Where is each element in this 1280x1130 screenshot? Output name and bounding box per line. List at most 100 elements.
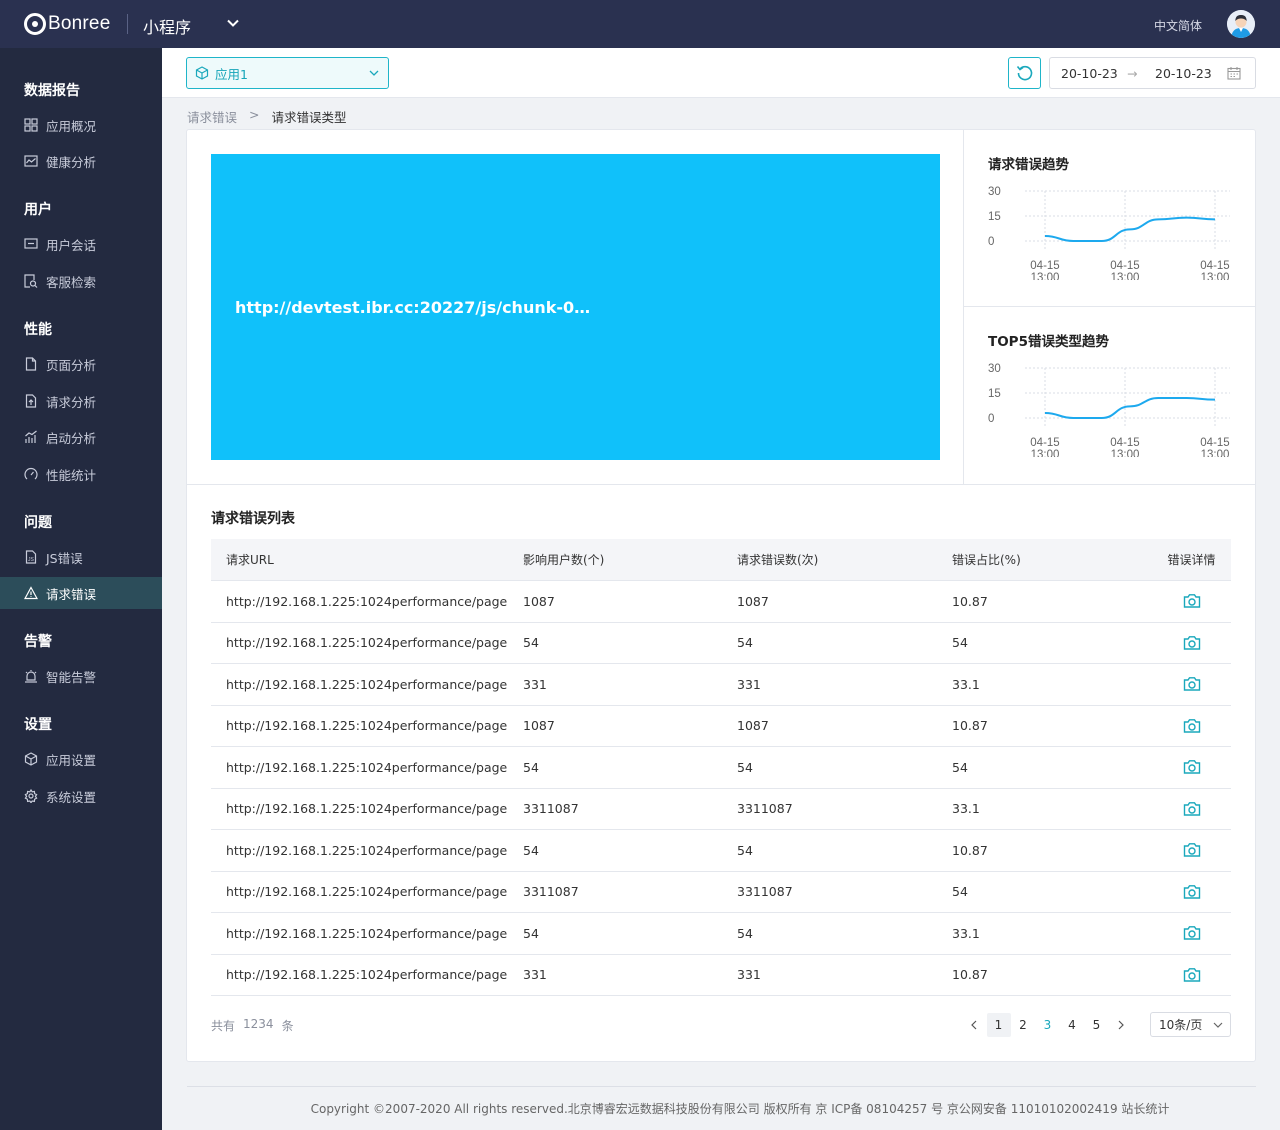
- breadcrumb-parent[interactable]: 请求错误: [187, 110, 238, 125]
- sidebar-item-label: 页面分析: [46, 357, 97, 373]
- date-range-arrow: →: [1127, 66, 1138, 81]
- sidebar-section-title: 数据报告: [24, 83, 80, 99]
- grid-icon: [24, 118, 38, 132]
- sidebar-item-label: 健康分析: [46, 154, 97, 170]
- error-type-treemap[interactable]: http://devtest.ibr.cc:20227/js/chunk-0…: [211, 154, 940, 460]
- sidebar-item-label: 请求分析: [46, 394, 97, 410]
- sidebar-item-user-sessions[interactable]: 用户会话: [0, 228, 162, 260]
- row-error-count: 3311087: [737, 801, 793, 817]
- row-affected-users: 54: [523, 635, 539, 651]
- sidebar-item-support-search[interactable]: 客服检索: [0, 265, 162, 297]
- y-tick-label: 15: [988, 211, 1001, 223]
- sidebar-section-title: 用户: [24, 202, 52, 218]
- alarm-icon: [24, 669, 38, 683]
- page-button-1[interactable]: 1: [986, 1013, 1011, 1037]
- page-button-5[interactable]: 5: [1092, 1018, 1101, 1032]
- gear-icon: [24, 789, 38, 803]
- chat-icon: [24, 237, 38, 251]
- sidebar-item-health-analysis[interactable]: 健康分析: [0, 145, 162, 177]
- error-detail-button[interactable]: [1152, 593, 1231, 609]
- date-range-picker[interactable]: 20-10-23 → 20-10-23: [1049, 57, 1256, 89]
- sidebar-section-title: 问题: [24, 515, 52, 531]
- table-row: http://192.168.1.225:1024performance/pag…: [211, 581, 1231, 623]
- row-error-count: 54: [737, 842, 753, 858]
- column-header-url[interactable]: 请求URL: [226, 553, 274, 567]
- error-detail-button[interactable]: [1152, 842, 1231, 858]
- sidebar-item-request-analysis[interactable]: 请求分析: [0, 385, 162, 417]
- error-detail-button[interactable]: [1152, 884, 1231, 900]
- next-page-button[interactable]: [1109, 1013, 1133, 1037]
- x-tick-time: 13:00: [1201, 272, 1230, 280]
- error-detail-button[interactable]: [1152, 635, 1231, 651]
- series-line: [1044, 397, 1216, 419]
- error-table: 请求URL 影响用户数(个) 请求错误数(次) 错误占比(%) 错误详情 htt…: [211, 539, 1231, 996]
- row-url[interactable]: http://192.168.1.225:1024performance/pag…: [226, 801, 508, 817]
- table-row: http://192.168.1.225:1024performance/pag…: [211, 830, 1231, 872]
- date-start[interactable]: 20-10-23: [1061, 66, 1118, 81]
- row-error-ratio: 10.87: [952, 593, 988, 609]
- app-select[interactable]: 应用1: [186, 57, 389, 89]
- error-detail-button[interactable]: [1152, 676, 1231, 692]
- calendar-icon: [1227, 67, 1241, 80]
- sidebar-item-request-errors[interactable]: 请求错误: [0, 577, 162, 609]
- sidebar-section-title: 设置: [24, 717, 52, 733]
- row-url[interactable]: http://192.168.1.225:1024performance/pag…: [226, 635, 508, 651]
- bonree-logo[interactable]: Bonree: [24, 12, 110, 36]
- date-end[interactable]: 20-10-23: [1155, 66, 1212, 81]
- breadcrumb-current: 请求错误类型: [271, 110, 347, 125]
- x-tick-time: 13:00: [1031, 272, 1060, 280]
- sidebar-item-system-settings[interactable]: 系统设置: [0, 780, 162, 812]
- prev-page-button[interactable]: [962, 1013, 986, 1037]
- sidebar-item-page-analysis[interactable]: 页面分析: [0, 348, 162, 380]
- row-url[interactable]: http://192.168.1.225:1024performance/pag…: [226, 967, 508, 983]
- column-header-error-count[interactable]: 请求错误数(次): [737, 553, 819, 567]
- error-detail-button[interactable]: [1152, 967, 1231, 983]
- sidebar-item-js-errors[interactable]: JS JS错误: [0, 541, 162, 573]
- gauge-icon: [24, 467, 38, 481]
- column-header-error-ratio[interactable]: 错误占比(%): [952, 553, 1021, 567]
- total-count: 共有 1234 条: [211, 1017, 294, 1034]
- bar-trend-icon: [24, 430, 38, 444]
- error-detail-button[interactable]: [1152, 718, 1231, 734]
- row-url[interactable]: http://192.168.1.225:1024performance/pag…: [226, 759, 508, 775]
- treemap-block-label: http://devtest.ibr.cc:20227/js/chunk-0…: [235, 298, 591, 317]
- row-affected-users: 1087: [523, 718, 555, 734]
- sidebar-item-label: 智能告警: [46, 669, 97, 685]
- refresh-button[interactable]: [1008, 57, 1041, 89]
- cube-icon: [24, 752, 38, 766]
- error-detail-button[interactable]: [1152, 759, 1231, 775]
- sidebar-item-label: 客服检索: [46, 274, 97, 290]
- error-detail-button[interactable]: [1152, 801, 1231, 817]
- sidebar-item-performance-stats[interactable]: 性能统计: [0, 458, 162, 490]
- row-url[interactable]: http://192.168.1.225:1024performance/pag…: [226, 676, 508, 692]
- camera-icon: [1183, 635, 1200, 650]
- sidebar-item-smart-alerts[interactable]: 智能告警: [0, 660, 162, 692]
- sidebar-item-launch-analysis[interactable]: 启动分析: [0, 421, 162, 453]
- row-url[interactable]: http://192.168.1.225:1024performance/pag…: [226, 925, 508, 941]
- warning-icon: [24, 586, 38, 600]
- page-button-3[interactable]: 3: [1043, 1018, 1052, 1032]
- sidebar-item-app-settings[interactable]: 应用设置: [0, 743, 162, 775]
- page-button-4[interactable]: 4: [1068, 1018, 1076, 1032]
- panel-divider: [964, 306, 1256, 307]
- table-row: http://192.168.1.225:1024performance/pag…: [211, 872, 1231, 913]
- js-file-icon: JS: [24, 550, 38, 564]
- chevron-down-icon[interactable]: [226, 16, 240, 30]
- page-button-2[interactable]: 2: [1019, 1018, 1027, 1032]
- row-url[interactable]: http://192.168.1.225:1024performance/pag…: [226, 718, 508, 734]
- row-url[interactable]: http://192.168.1.225:1024performance/pag…: [226, 593, 508, 609]
- error-detail-button[interactable]: [1152, 925, 1231, 941]
- column-header-affected-users[interactable]: 影响用户数(个): [523, 553, 605, 567]
- avatar[interactable]: [1227, 10, 1255, 38]
- row-url[interactable]: http://192.168.1.225:1024performance/pag…: [226, 884, 508, 900]
- table-row: http://192.168.1.225:1024performance/pag…: [211, 623, 1231, 664]
- row-error-count: 1087: [737, 593, 769, 609]
- language-switcher[interactable]: 中文简体: [1154, 19, 1203, 33]
- breadcrumb-separator: >: [249, 107, 260, 122]
- sidebar-item-app-overview[interactable]: 应用概况: [0, 109, 162, 141]
- product-switcher[interactable]: 小程序: [143, 18, 192, 37]
- page-size-select[interactable]: 10条/页: [1150, 1012, 1231, 1037]
- row-url[interactable]: http://192.168.1.225:1024performance/pag…: [226, 842, 508, 858]
